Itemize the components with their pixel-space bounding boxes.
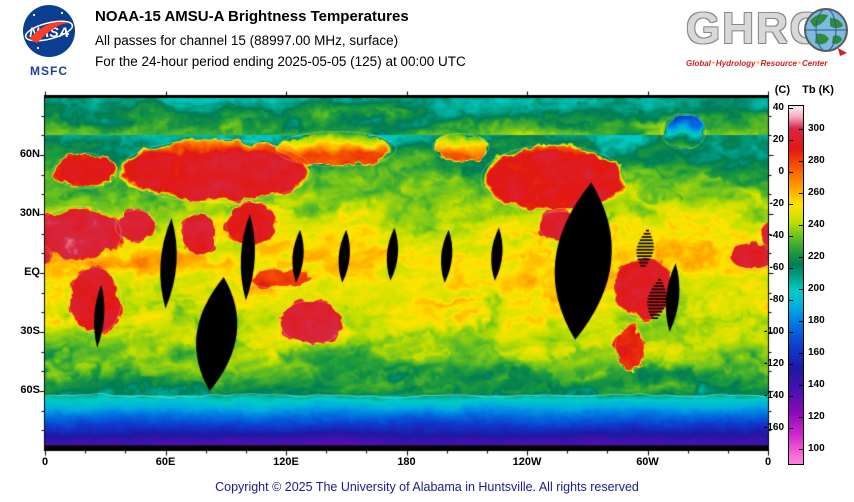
colorbar-gradient — [788, 105, 804, 465]
colorbar-celsius-label: -80 — [769, 293, 784, 305]
ghrc-logo-text: GHRC — [686, 4, 824, 53]
colorbar-tick — [789, 107, 793, 109]
colorbar-celsius-label: 40 — [772, 101, 784, 113]
lon-axis-label: 0 — [764, 456, 772, 468]
colorbar-tick — [789, 427, 793, 429]
page-subtitle: All passes for channel 15 (88997.00 MHz,… — [95, 33, 399, 48]
tagline-dot-icon: ● — [756, 60, 760, 66]
colorbar-celsius-label: 0 — [778, 165, 784, 177]
colorbar-tick — [799, 353, 803, 354]
colorbar-celsius-label: -40 — [769, 229, 784, 241]
colorbar-tick — [789, 235, 793, 237]
colorbar-tick — [799, 193, 803, 194]
page-period-line: For the 24-hour period ending 2025-05-05… — [95, 54, 466, 69]
lat-axis-label: 60S — [20, 384, 40, 396]
lon-axis-label: 120E — [273, 456, 299, 468]
colorbar-celsius-label: 20 — [772, 133, 784, 145]
colorbar-celsius-label: -120 — [763, 357, 784, 369]
colorbar-kelvin-label: 220 — [808, 251, 825, 262]
colorbar-tick — [799, 385, 803, 386]
lon-axis-label: 60W — [636, 456, 659, 468]
ghrc-logo: GHRC Global●Hydrology●Resource●Center — [686, 2, 854, 78]
tagline-word: Global — [686, 59, 711, 68]
colorbar-tick — [799, 225, 803, 226]
colorbar-kelvin-label: 240 — [808, 219, 825, 230]
colorbar-tick — [789, 171, 793, 173]
colorbar-celsius-label: -100 — [763, 325, 784, 337]
tagline-word: Resource — [760, 59, 797, 68]
nasa-meatball-icon: NASA — [23, 5, 75, 57]
colorbar-tick — [789, 299, 793, 301]
colorbar-tick — [799, 449, 803, 450]
tagline-word: Hydrology — [715, 59, 756, 68]
colorbar-celsius-label: -60 — [769, 261, 784, 273]
colorbar-celsius-unit: (C) — [774, 84, 790, 96]
copyright: Copyright © 2025 The University of Alaba… — [215, 480, 639, 494]
colorbar-tick — [799, 321, 803, 322]
colorbar-tick — [789, 139, 793, 141]
tagline-word: Center — [802, 59, 828, 68]
colorbar-tick — [799, 257, 803, 258]
lon-axis-label: 60E — [155, 456, 176, 468]
ghrc-tagline: Global●Hydrology●Resource●Center — [686, 59, 854, 68]
globe-icon — [804, 8, 848, 56]
colorbar-kelvin-label: 280 — [808, 155, 825, 166]
colorbar-celsius-label: -160 — [763, 421, 784, 433]
colorbar-kelvin-label: 300 — [808, 123, 825, 134]
colorbar-celsius-label: -140 — [763, 389, 784, 401]
nasa-logo: NASA MSFC — [12, 4, 86, 78]
map-canvas — [29, 87, 776, 471]
colorbar-tick — [799, 289, 803, 290]
colorbar-kelvin-label: 160 — [808, 347, 825, 358]
lat-axis-label: 30N — [19, 207, 40, 219]
colorbar-kelvin-unit: Tb (K) — [802, 84, 834, 96]
lon-axis-label: 0 — [41, 456, 49, 468]
lat-axis-label: EQ — [24, 266, 40, 278]
colorbar-kelvin-label: 180 — [808, 315, 825, 326]
colorbar-kelvin-label: 100 — [808, 443, 825, 454]
colorbar-tick — [789, 203, 793, 205]
colorbar-tick — [789, 267, 793, 269]
tagline-dot-icon: ● — [711, 60, 715, 66]
colorbar-kelvin-label: 200 — [808, 283, 825, 294]
lon-axis-label: 120W — [512, 456, 542, 468]
lon-axis-label: 180 — [397, 456, 416, 468]
colorbar-tick — [799, 417, 803, 418]
msfc-label: MSFC — [30, 64, 68, 78]
colorbar-kelvin-label: 260 — [808, 187, 825, 198]
tagline-dot-icon: ● — [797, 60, 802, 66]
colorbar-tick — [789, 331, 793, 333]
colorbar-tick — [789, 363, 793, 365]
colorbar-celsius-label: -20 — [769, 197, 784, 209]
lat-axis-label: 30S — [20, 325, 40, 337]
lat-axis-label: 60N — [19, 148, 40, 160]
colorbar-tick — [799, 161, 803, 162]
colorbar-tick — [789, 395, 793, 397]
colorbar-tick — [799, 129, 803, 130]
colorbar-kelvin-label: 140 — [808, 379, 825, 390]
colorbar-kelvin-label: 120 — [808, 411, 825, 422]
title-block: NOAA-15 AMSU-A Brightness Temperatures A… — [95, 8, 466, 75]
page-title: NOAA-15 AMSU-A Brightness Temperatures — [95, 8, 409, 25]
